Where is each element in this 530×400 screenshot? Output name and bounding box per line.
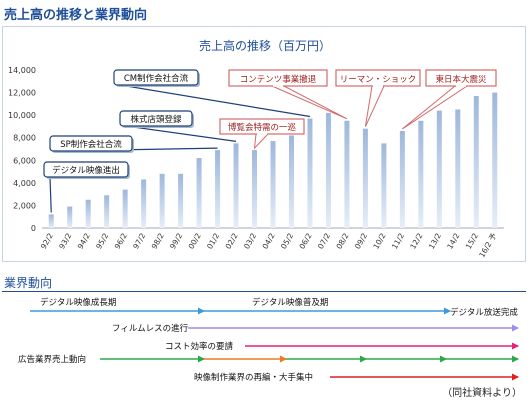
annotation-label: コンテンツ事業撤退	[240, 74, 317, 85]
bar	[436, 110, 442, 228]
annotation-callout: リーマン・ショック	[335, 69, 421, 127]
bar	[122, 189, 128, 228]
x-tick-label: 93/2	[57, 231, 73, 250]
y-tick-label: 2,000	[13, 201, 36, 210]
y-tick-label: 6,000	[13, 156, 36, 165]
annotation-callout: デジタル映像進出	[43, 161, 130, 213]
x-tick-label: 00/2	[187, 231, 203, 250]
bar	[288, 135, 294, 228]
y-axis: 0 2,000 4,000 6,000 8,000 10,000 12,000 14,000	[8, 66, 504, 233]
y-tick-label: 14,000	[8, 66, 36, 75]
industry-title: 業界動向	[4, 276, 53, 290]
x-tick-label: 12/2	[408, 231, 424, 250]
x-tick-label: 01/2	[205, 231, 221, 250]
bar	[104, 195, 110, 228]
annotation-callout: コンテンツ事業撤退	[228, 69, 348, 120]
trend-label: フィルムレスの進行	[112, 323, 189, 334]
x-tick-label: 05/2	[279, 231, 295, 250]
bar	[159, 173, 165, 228]
bar	[196, 158, 202, 228]
annotation-label: デジタル映像進出	[52, 165, 120, 176]
chart-title: 売上高の推移（百万円）	[199, 38, 331, 53]
bar	[381, 143, 387, 228]
bar	[344, 120, 350, 228]
annotation-callout: SP制作会社合流	[49, 135, 218, 153]
annotation-label: 株式店頭登録	[130, 114, 182, 125]
trend-label: コスト効率の要請	[165, 341, 234, 352]
bar	[141, 179, 147, 228]
x-tick-label: 11/2	[390, 231, 406, 250]
x-tick-label: 96/2	[113, 231, 129, 250]
x-tick-label: 98/2	[150, 231, 166, 250]
x-tick-label: 03/2	[242, 231, 258, 250]
trend-label: デジタル放送完成	[450, 307, 518, 318]
bar	[215, 150, 221, 228]
x-tick-label: 99/2	[168, 231, 184, 250]
y-tick-label: 8,000	[13, 134, 36, 143]
x-tick-label: 15/2	[464, 231, 480, 250]
bar	[325, 112, 331, 228]
industry-divider	[2, 291, 526, 292]
y-tick-label: 4,000	[13, 179, 36, 188]
bar	[418, 120, 424, 228]
bars	[48, 92, 498, 228]
bar	[455, 109, 461, 228]
annotation-label: リーマン・ショック	[340, 75, 417, 85]
x-tick-label: 13/2	[427, 231, 443, 250]
trend-label: デジタル映像成長期	[40, 297, 116, 308]
x-tick-label: 97/2	[131, 231, 147, 250]
annotation-callout: 株式店頭登録	[119, 110, 237, 142]
x-tick-label: 09/2	[353, 231, 369, 250]
annotation-label: CM制作会社合流	[124, 73, 189, 84]
source-note: （同社資料より）	[442, 388, 522, 399]
x-tick-label: 06/2	[297, 231, 313, 250]
annotation-callout: 博覧会特需の一巡	[219, 118, 305, 150]
bar	[85, 199, 91, 228]
chart-frame	[2, 26, 526, 262]
annotation-callout: CM制作会社合流	[113, 69, 311, 118]
trend-label: デジタル映像普及期	[252, 297, 328, 308]
bar	[178, 173, 184, 228]
x-axis: 92/2 93/2 94/2 95/2 96/2 97/2 98/2 99/2 00/2 01/2…	[39, 231, 499, 259]
y-tick-label: 12,000	[8, 89, 36, 98]
x-tick-label: 14/2	[445, 231, 461, 250]
annotation-label: SP制作会社合流	[60, 139, 122, 150]
bar	[307, 118, 313, 228]
annotation-callout: 東日本大震災	[402, 69, 497, 130]
bar	[492, 92, 498, 228]
industry-trends: デジタル映像成長期 デジタル映像普及期デジタル放送完成フィルムレスの進行コスト効率…	[18, 297, 519, 383]
bar	[233, 143, 239, 228]
bar	[362, 128, 368, 228]
sales-chart: 売上高の推移（百万円） 0 2,000 4,000 6,000 8,000 10,000 1…	[8, 38, 504, 259]
trend-label: 広告業界売上動向	[18, 354, 86, 365]
y-tick-label: 10,000	[8, 111, 36, 120]
x-tick-label: 94/2	[76, 231, 92, 250]
bar	[473, 95, 479, 228]
x-tick-label: 10/2	[371, 231, 387, 250]
bar	[48, 214, 54, 228]
x-tick-label: 92/2	[39, 231, 55, 250]
x-tick-label: 02/2	[224, 231, 240, 250]
x-tick-label: 08/2	[334, 231, 350, 250]
x-tick-label: 07/2	[316, 231, 332, 250]
page-title: 売上高の推移と業界動向	[4, 8, 148, 23]
bar	[270, 141, 276, 228]
bar	[252, 150, 258, 228]
x-tick-label: 95/2	[94, 231, 110, 250]
annotation-label: 博覧会特需の一巡	[228, 122, 297, 133]
bar	[67, 206, 73, 228]
bar	[399, 130, 405, 228]
y-tick-label: 0	[31, 224, 36, 233]
x-tick-label: 16/2 予	[477, 231, 498, 259]
x-tick-label: 04/2	[261, 231, 277, 250]
annotation-label: 東日本大震災	[435, 74, 487, 85]
trend-label: 映像制作業界の再編・大手集中	[194, 372, 313, 383]
